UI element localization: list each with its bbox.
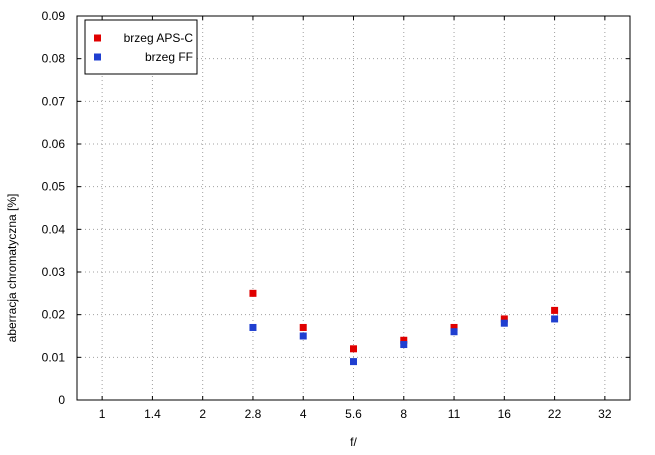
legend: brzeg APS-C brzeg FF [84,19,198,75]
y-tick-label: 0.09 [42,9,66,23]
data-point-ff [450,328,458,336]
data-point-ff [249,323,257,331]
y-tick-label: 0.03 [42,265,66,279]
data-point-aps-c [299,323,307,331]
y-tick-label: 0.06 [42,137,66,151]
y-tick-label: 0 [58,393,65,407]
data-point-ff [400,341,408,349]
x-tick-label: 22 [548,407,562,421]
data-point-ff [551,315,559,323]
data-point-aps-c [350,345,357,353]
y-tick-label: 0.05 [42,180,66,194]
axis-ticks: 1 1.4 2 2.8 4 5.6 8 11 16 22 32 0 0.01 0.02 0.03 0.04 0.… [42,9,630,421]
legend-box [84,19,198,75]
x-tick-label: 8 [400,407,407,421]
x-tick-label: 4 [300,407,307,421]
grid-lines [77,16,630,400]
data-point-aps-c [500,315,508,323]
y-tick-label: 0.02 [42,308,66,322]
y-tick-label: 0.04 [42,222,66,236]
data-point-aps-c [551,306,559,314]
data-point-aps-c [400,336,408,344]
data-point-aps-c [450,323,458,331]
legend-entry-aps-c: brzeg APS-C [124,31,194,45]
data-point-aps-c [249,289,257,297]
x-tick-label: 2 [199,407,206,421]
legend-marker-aps-c [94,34,101,42]
x-tick-label: 5.6 [345,407,362,421]
data-points [249,289,559,366]
y-axis-label: aberracja chromatyczna [%] [5,194,19,343]
x-tick-label: 16 [498,407,512,421]
legend-entry-ff: brzeg FF [145,50,193,64]
y-tick-label: 0.07 [42,94,66,108]
x-axis-label: f/ [350,435,357,449]
data-point-ff [500,319,508,327]
x-tick-label: 1 [99,407,106,421]
x-tick-label: 1.4 [144,407,161,421]
x-tick-label: 32 [598,407,612,421]
x-tick-label: 2.8 [245,407,262,421]
y-tick-label: 0.01 [42,350,66,364]
legend-marker-ff [94,53,101,61]
data-point-ff [350,358,357,366]
x-tick-label: 11 [448,407,461,421]
data-point-ff [299,332,307,340]
y-tick-label: 0.08 [42,52,66,66]
